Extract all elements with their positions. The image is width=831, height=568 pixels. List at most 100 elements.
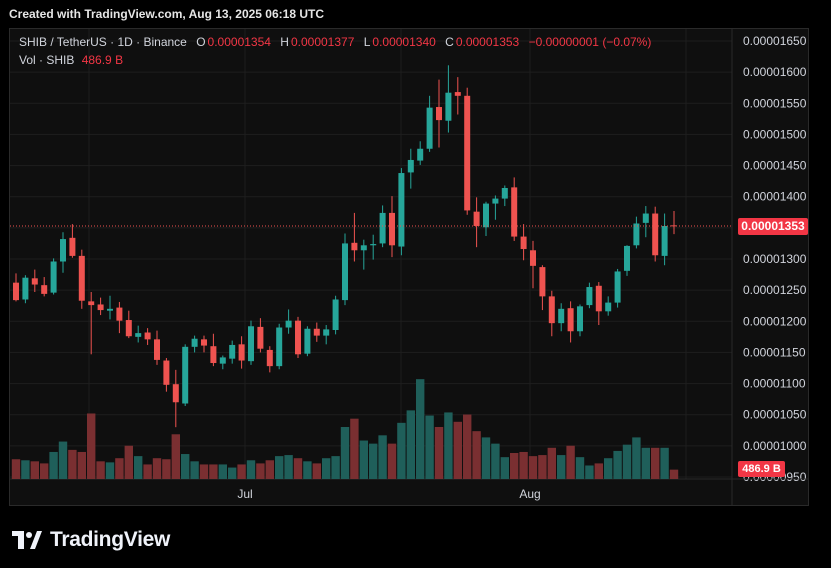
volume-bar <box>68 449 77 479</box>
candle-body <box>577 306 583 332</box>
tradingview-brand[interactable]: TradingView <box>12 528 170 552</box>
volume-bar <box>378 435 387 479</box>
candle-body <box>22 277 29 300</box>
candle-body <box>182 346 189 404</box>
candle-body <box>69 237 76 256</box>
volume-bar <box>557 455 566 479</box>
volume-bar <box>585 465 594 479</box>
candle-body <box>398 173 405 247</box>
candle-body <box>172 384 179 403</box>
y-tick-label: 0.00001600 <box>743 65 807 79</box>
chart-panel[interactable]: 0.00001650 0.00001600 0.00001550 0.00001500… <box>9 28 809 506</box>
volume-bar <box>406 410 415 479</box>
open-label: O <box>196 35 206 49</box>
candle-body <box>304 328 311 354</box>
volume-bar <box>500 457 509 479</box>
volume-bar <box>340 427 350 479</box>
volume-bar <box>359 440 368 479</box>
volume-bar <box>181 454 190 479</box>
candle-body <box>548 296 555 324</box>
volume-bar <box>199 464 209 479</box>
candle-body <box>454 92 461 96</box>
volume-bar <box>322 458 331 479</box>
candle-body <box>426 107 433 149</box>
volume-bar <box>303 461 312 479</box>
y-tick-label: 0.00001150 <box>743 345 806 359</box>
y-tick-label: 0.00001000 <box>743 439 807 453</box>
candle-body <box>642 213 649 223</box>
candle-body <box>13 282 19 301</box>
candle-body <box>586 287 593 306</box>
candle-body <box>360 245 367 251</box>
volume-bar <box>246 460 256 479</box>
volume-bar <box>11 459 21 479</box>
volume-bar <box>124 445 133 479</box>
volume-bar <box>397 422 406 479</box>
x-tick-label: Aug <box>519 487 540 501</box>
close-value: 0.00001353 <box>455 35 520 49</box>
symbol-label[interactable]: SHIB / TetherUS · 1D · Binance <box>19 35 187 49</box>
volume-bar <box>669 469 679 479</box>
candle-body <box>473 211 480 226</box>
y-tick-label: 0.00001050 <box>743 408 807 422</box>
candle-body <box>88 301 95 306</box>
candle-body <box>78 255 85 301</box>
candle-body <box>436 107 442 121</box>
created-with-caption: Created with TradingView.com, Aug 13, 20… <box>9 7 324 21</box>
candle-body <box>483 203 489 228</box>
candle-body <box>313 328 320 336</box>
candle-body <box>661 225 668 256</box>
volume-bar <box>519 451 528 479</box>
volume-bar <box>209 464 218 479</box>
candlestick-chart[interactable]: 0.00001650 0.00001600 0.00001550 0.00001500… <box>10 29 809 506</box>
candle-body <box>248 326 254 362</box>
open-value: 0.00001354 <box>207 35 271 49</box>
volume-bar <box>369 443 378 479</box>
volume-bar <box>575 457 585 479</box>
candle-body <box>567 308 574 332</box>
y-tick-label: 0.00001400 <box>743 190 807 204</box>
candle-body <box>31 278 38 285</box>
volume-bar <box>622 444 632 479</box>
volume-bar <box>641 447 650 479</box>
candle-body <box>595 285 602 312</box>
volume-bar <box>547 447 556 479</box>
candle-body <box>464 95 471 211</box>
y-tick-label: 0.00001300 <box>743 252 807 266</box>
low-value: 0.00001340 <box>372 35 436 49</box>
candle-body <box>342 243 348 301</box>
candle-body <box>285 320 292 328</box>
volume-legend: Vol · SHIB 486.9 B <box>19 53 123 67</box>
candle-body <box>370 244 377 246</box>
volume-bar <box>444 412 453 479</box>
volume-bar <box>143 464 152 479</box>
high-value: 0.00001377 <box>290 35 355 49</box>
candle-body <box>520 236 527 250</box>
candle-body <box>60 239 66 262</box>
candle-body <box>624 245 630 271</box>
candle-body <box>558 308 565 324</box>
volume-bar <box>510 453 519 479</box>
volume-bar <box>481 437 491 479</box>
y-tick-label: 0.00001650 <box>743 34 807 48</box>
volume-bar <box>566 445 575 479</box>
volume-bar <box>228 467 237 479</box>
candle-body <box>445 92 452 121</box>
y-tick-label: 0.00001100 <box>743 377 806 391</box>
volume-bar <box>152 458 162 479</box>
candle-body <box>50 261 57 293</box>
y-tick-label: 0.00001550 <box>743 96 807 110</box>
volume-bar <box>265 460 274 479</box>
candle-body <box>276 327 283 367</box>
candle-body <box>614 271 621 303</box>
volume-bar <box>134 456 143 479</box>
volume-bar <box>538 455 547 479</box>
candle-body <box>323 329 330 336</box>
candle-body <box>116 307 123 321</box>
candle-body <box>135 333 142 337</box>
volume-label[interactable]: Vol · SHIB <box>19 53 75 67</box>
ohlc-legend: SHIB / TetherUS · 1D · Binance O 0.000013… <box>19 35 653 49</box>
tradingview-wordmark: TradingView <box>50 528 171 551</box>
candle-body <box>191 338 198 347</box>
candle-body <box>97 304 104 311</box>
